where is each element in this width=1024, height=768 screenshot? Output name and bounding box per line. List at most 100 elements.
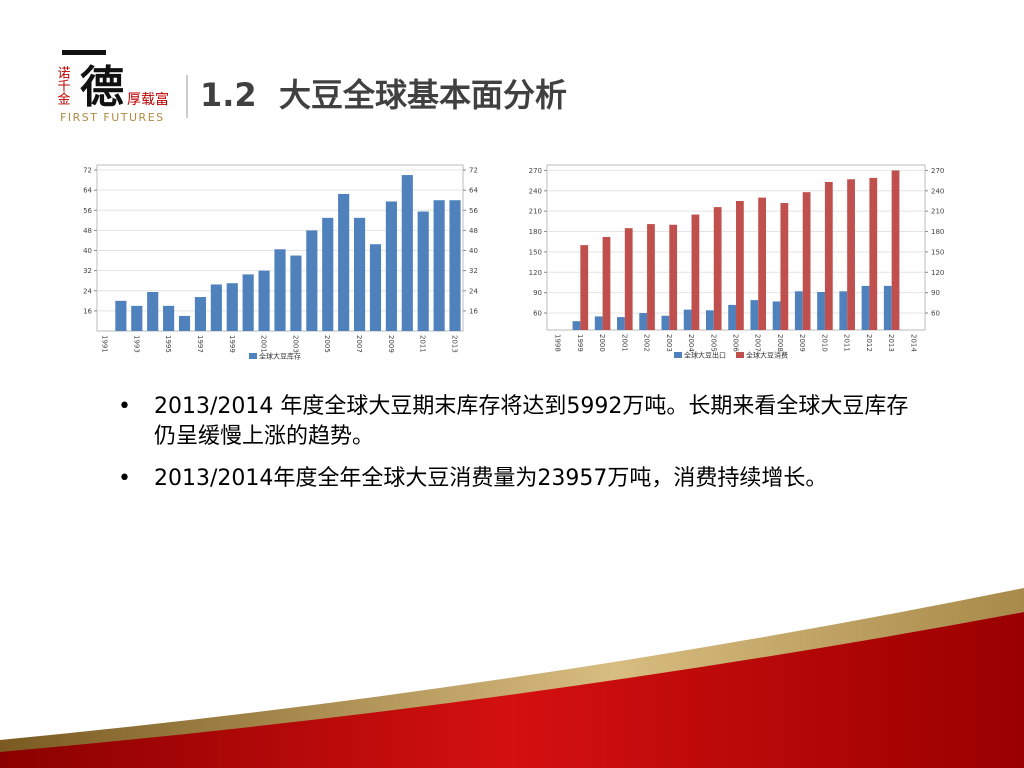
bar — [705, 310, 714, 330]
bar — [817, 291, 825, 330]
bar — [210, 284, 222, 331]
legend-label: 全球大豆消费 — [746, 351, 788, 360]
x-tick-label: 2004 — [687, 334, 695, 352]
y2-tick-label: 120 — [931, 269, 944, 277]
bar — [758, 197, 767, 330]
bar — [772, 301, 781, 330]
bar — [258, 270, 270, 331]
x-tick-label: 1999 — [228, 335, 236, 353]
gold-swoosh — [0, 588, 1024, 758]
x-tick-label: 2013 — [451, 335, 459, 353]
y-tick-label: 210 — [529, 208, 542, 216]
bar — [353, 217, 366, 331]
x-tick-label: 1991 — [100, 335, 108, 353]
bar — [131, 305, 143, 331]
x-tick-label: 2012 — [865, 334, 873, 352]
bar — [624, 228, 633, 330]
y2-tick-label: 48 — [469, 227, 478, 235]
y2-tick-label: 240 — [931, 187, 944, 195]
bar — [802, 192, 811, 330]
x-tick-label: 1999 — [576, 334, 584, 352]
y-tick-label: 64 — [83, 187, 92, 195]
bar — [572, 321, 581, 330]
bar — [433, 200, 445, 331]
y-tick-label: 60 — [533, 310, 542, 318]
legend-label: 全球大豆出口 — [684, 351, 726, 360]
x-tick-label: 2006 — [732, 334, 740, 352]
logo-side: 诺千金 — [55, 66, 71, 105]
bar — [369, 244, 382, 331]
bar — [847, 179, 855, 330]
bar — [824, 181, 833, 330]
x-tick-label: 2005 — [709, 334, 717, 352]
bar — [242, 274, 254, 331]
x-tick-label: 2011 — [843, 334, 851, 352]
x-tick-label: 2005 — [323, 335, 331, 353]
legend-swatch — [249, 353, 257, 359]
x-tick-label: 2003 — [291, 335, 299, 353]
bar — [669, 224, 678, 330]
y-tick-label: 120 — [529, 269, 542, 277]
y-tick-label: 40 — [83, 247, 92, 255]
x-tick-label: 2009 — [387, 335, 395, 353]
x-tick-label: 1995 — [164, 335, 172, 353]
bar — [338, 193, 350, 331]
logo-bar — [62, 50, 106, 55]
bar — [602, 236, 611, 330]
x-tick-label: 2003 — [665, 334, 673, 352]
y2-tick-label: 16 — [469, 307, 478, 315]
y-tick-label: 270 — [529, 167, 542, 175]
x-tick-label: 2013 — [887, 334, 895, 352]
y-tick-label: 90 — [533, 289, 542, 297]
bar — [580, 245, 589, 330]
x-tick-label: 2002 — [643, 334, 651, 352]
x-tick-label: 2014 — [909, 334, 917, 352]
y2-tick-label: 56 — [469, 207, 478, 215]
bar — [274, 249, 286, 331]
bar — [401, 175, 413, 331]
x-tick-label: 2000 — [598, 334, 606, 352]
x-tick-label: 2001 — [620, 334, 628, 352]
bar — [839, 291, 848, 330]
y2-tick-label: 40 — [469, 247, 478, 255]
bar — [794, 291, 803, 330]
bar — [322, 217, 334, 331]
bar — [728, 304, 736, 330]
bullet: 2013/2014年度全年全球大豆消费量为23957万吨，消费持续增长。 — [118, 464, 918, 494]
slide-title: 1.2 大豆全球基本面分析 — [200, 76, 567, 114]
bar — [661, 315, 670, 330]
x-tick-label: 2001 — [260, 335, 268, 353]
y-tick-label: 72 — [83, 167, 92, 175]
bar — [869, 177, 878, 330]
bar — [417, 211, 429, 331]
bar — [891, 170, 900, 330]
y2-tick-label: 210 — [931, 208, 944, 216]
x-tick-label: 2008 — [776, 334, 784, 352]
bar — [194, 297, 207, 331]
x-tick-label: 1993 — [132, 335, 140, 353]
bar — [861, 285, 870, 330]
bar — [115, 300, 127, 331]
x-tick-label: 2007 — [355, 335, 363, 353]
y2-tick-label: 32 — [469, 267, 478, 275]
y2-tick-label: 270 — [931, 167, 944, 175]
y2-tick-label: 90 — [931, 289, 940, 297]
bar — [736, 200, 744, 330]
red-swoosh — [0, 612, 1024, 768]
bar — [449, 200, 461, 331]
bar — [147, 292, 159, 331]
bar — [385, 201, 397, 331]
x-tick-label: 1998 — [554, 334, 562, 352]
x-tick-label: 2009 — [798, 334, 806, 352]
y-tick-label: 240 — [529, 187, 542, 195]
bar — [290, 255, 302, 331]
y-tick-label: 32 — [83, 267, 92, 275]
x-tick-label: 1997 — [196, 335, 204, 353]
bar — [780, 203, 789, 330]
logo-english: FIRST FUTURES — [60, 111, 165, 124]
x-tick-label: 2011 — [419, 335, 427, 353]
bar — [306, 230, 318, 331]
bar — [647, 224, 655, 330]
